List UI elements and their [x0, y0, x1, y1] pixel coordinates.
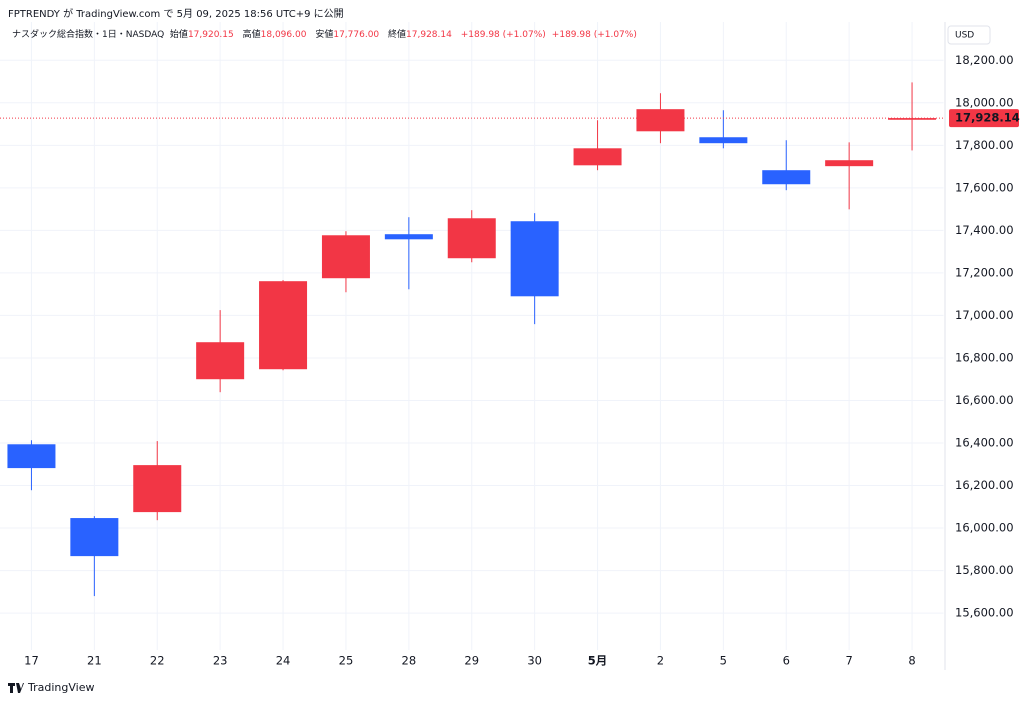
ohlc-legend: ナスダック総合指数・1日・NASDAQ 始値17,920.15 高値18,096…: [12, 27, 643, 40]
candle-body: [133, 465, 182, 513]
y-tick-label: 18,200.00: [955, 53, 1014, 67]
candle-body: [447, 218, 496, 259]
candle-body: [762, 170, 811, 185]
change: +189.98 (+1.07%): [460, 30, 546, 40]
high-label: 高値: [242, 30, 261, 40]
x-tick-label: 23: [213, 654, 228, 668]
candle-body: [70, 518, 119, 557]
x-tick-label: 21: [87, 654, 102, 668]
x-tick-label: 28: [402, 654, 417, 668]
y-tick-label: 15,600.00: [955, 606, 1014, 620]
open-value: 17,920.15: [187, 30, 234, 40]
x-tick-label: 17: [24, 654, 39, 668]
x-tick-label: 5月: [588, 654, 608, 668]
last-price-box: [949, 109, 1019, 128]
brand: TradingView: [28, 681, 95, 694]
y-tick-label: 16,400.00: [955, 436, 1014, 450]
y-tick-label: 17,800.00: [955, 138, 1014, 152]
candle-body: [636, 109, 685, 132]
publish-info: FPTRENDY が TradingView.com で 5月 09, 2025…: [8, 9, 344, 20]
currency-box: [947, 25, 991, 45]
y-tick-label: 17,400.00: [955, 223, 1014, 237]
x-tick-label: 24: [276, 654, 291, 668]
candle-body: [384, 234, 433, 240]
low-label: 安値: [315, 30, 334, 40]
y-tick-label: 17,600.00: [955, 180, 1014, 194]
x-tick-label: 8: [908, 654, 915, 668]
candle-body: [196, 342, 245, 380]
logo: [8, 682, 24, 693]
close-value: 17,928.14: [406, 30, 452, 40]
open-label: 始値: [169, 30, 188, 40]
candle-body: [699, 137, 748, 144]
x-tick-label: 6: [783, 654, 790, 668]
last-price-label: 17,928.14: [955, 111, 1020, 125]
y-tick-label: 16,800.00: [955, 350, 1014, 364]
close-label: 終値: [388, 30, 407, 40]
x-tick-label: 5: [720, 654, 727, 668]
y-tick-label: 16,200.00: [955, 478, 1014, 492]
grid: [0, 22, 944, 650]
x-tick-label: 22: [150, 654, 165, 668]
candle-body: [825, 160, 874, 167]
y-tick-label: 18,000.00: [955, 95, 1014, 109]
x-tick-label: 30: [527, 654, 542, 668]
currency: USD: [955, 31, 974, 41]
y-tick-label: 17,000.00: [955, 308, 1014, 322]
symbol: ナスダック総合指数・1日・NASDAQ: [12, 30, 165, 40]
candle-body: [510, 221, 559, 297]
candle-body: [7, 444, 56, 469]
change-percent: +189.98 (+1.07%): [551, 30, 637, 40]
y-tick-label: 16,600.00: [955, 393, 1014, 407]
candle-body: [573, 148, 622, 166]
x-tick-label: 2: [657, 654, 664, 668]
low-value: 17,776.00: [333, 30, 380, 40]
x-tick-label: 7: [845, 654, 852, 668]
high-value: 18,096.00: [260, 30, 307, 40]
y-tick-label: 15,800.00: [955, 563, 1014, 577]
y-tick-label: 16,000.00: [955, 521, 1014, 535]
y-tick-label: 17,200.00: [955, 265, 1014, 279]
x-tick-label: 25: [339, 654, 354, 668]
candle-body: [888, 118, 937, 120]
candle-body: [259, 281, 308, 370]
x-tick-label: 29: [464, 654, 479, 668]
footer: TradingView: [8, 681, 94, 694]
candle-body: [321, 235, 370, 279]
